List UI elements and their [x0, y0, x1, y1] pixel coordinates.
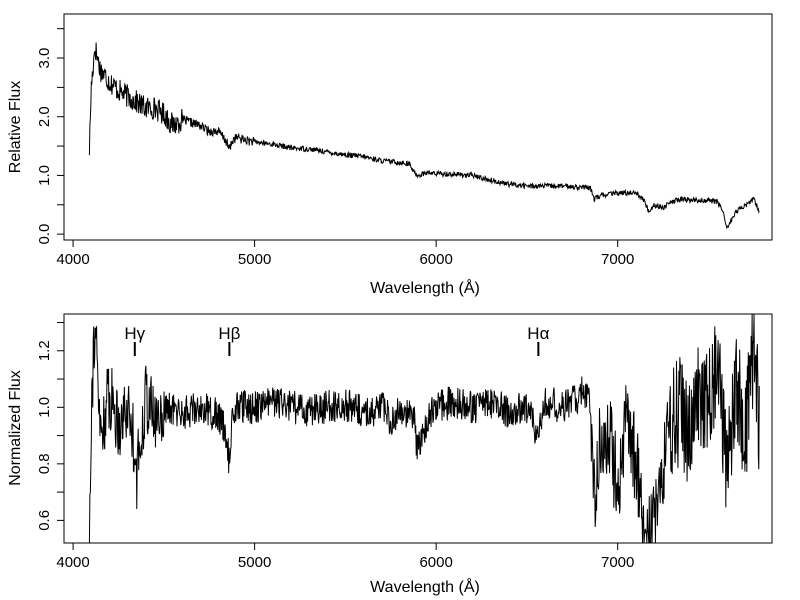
y-tick-label: 1.0 — [36, 397, 53, 418]
line-marker-label: Hβ — [218, 324, 240, 343]
x-tick-label: 5000 — [238, 251, 271, 268]
bottom-x-axis: 4000 5000 6000 7000 — [56, 543, 634, 571]
top-plot-frame — [63, 13, 773, 241]
line-markers: Hγ Hβ Hα — [124, 324, 550, 356]
top-x-axis: 4000 5000 6000 7000 — [56, 240, 634, 268]
y-tick-label: 3.0 — [36, 48, 53, 69]
top-panel: 0.0 1.0 2.0 3.0 4000 5000 6000 7000 Wavelength… — [7, 13, 773, 297]
line-marker-label: Hγ — [124, 324, 145, 343]
x-tick-label: 4000 — [56, 554, 89, 571]
top-y-axis-label: Relative Flux — [7, 81, 24, 173]
top-x-axis-label: Wavelength (Å) — [370, 278, 480, 297]
y-tick-label: 1.2 — [36, 340, 53, 361]
bottom-x-axis-label: Wavelength (Å) — [370, 577, 480, 596]
y-tick-label: 1.0 — [36, 165, 53, 186]
bottom-panel: 0.6 0.8 1.0 1.2 4000 5000 6000 7000 Hγ Hβ Hα Wav… — [7, 313, 773, 596]
x-tick-label: 7000 — [601, 251, 634, 268]
relative-flux-spectrum-line — [88, 42, 760, 230]
bottom-y-axis: 0.6 0.8 1.0 1.2 — [36, 321, 64, 531]
y-tick-label: 0.0 — [36, 224, 53, 245]
y-tick-label: 0.8 — [36, 453, 53, 474]
x-tick-label: 6000 — [419, 554, 452, 571]
x-tick-label: 6000 — [419, 251, 452, 268]
y-tick-label: 2.0 — [36, 106, 53, 127]
x-tick-label: 5000 — [238, 554, 271, 571]
x-tick-label: 7000 — [601, 554, 634, 571]
top-y-axis: 0.0 1.0 2.0 3.0 — [36, 28, 64, 245]
line-marker-label: Hα — [527, 324, 549, 343]
bottom-plot-frame — [63, 313, 773, 544]
normalized-flux-spectrum-line — [88, 313, 760, 544]
y-tick-label: 0.6 — [36, 510, 53, 531]
bottom-y-axis-label: Normalized Flux — [7, 370, 24, 486]
x-tick-label: 4000 — [56, 251, 89, 268]
